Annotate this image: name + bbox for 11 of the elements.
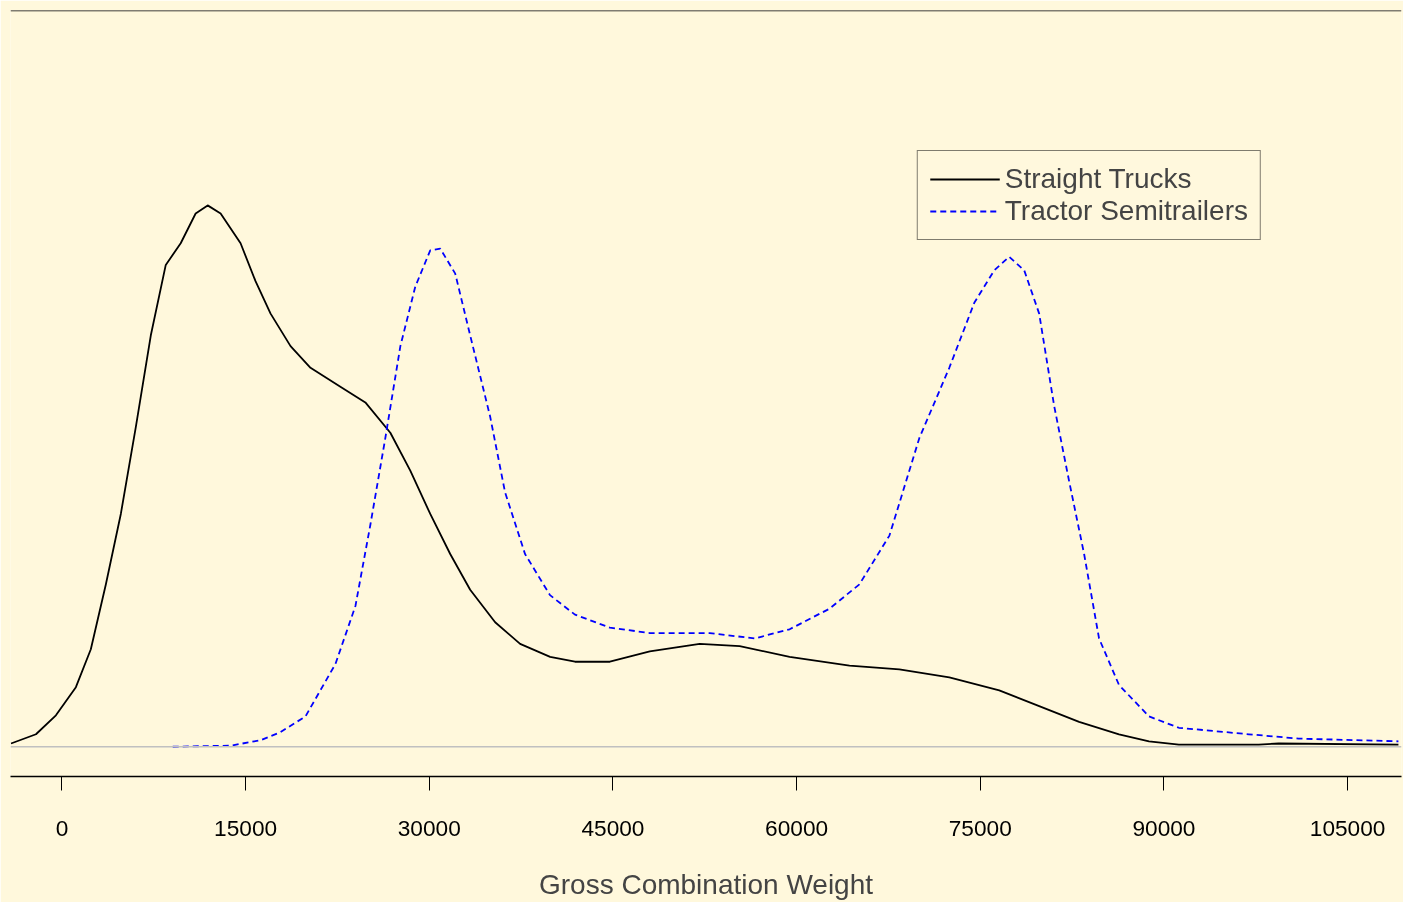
- x-tick-label: 45000: [581, 814, 645, 841]
- x-tick-label: 90000: [1132, 814, 1196, 841]
- x-tick-label: 15000: [214, 814, 278, 841]
- x-tick-label: 60000: [765, 814, 829, 841]
- x-tick-label: 0: [55, 814, 69, 841]
- x-tick-label: 30000: [397, 814, 461, 841]
- x-tick-label: 75000: [948, 814, 1012, 841]
- x-axis-title: Gross Combination Weight: [538, 868, 874, 900]
- legend-label: Tractor Semitrailers: [1004, 195, 1248, 227]
- legend-label: Straight Trucks: [1004, 163, 1192, 195]
- x-tick-label: 105000: [1309, 814, 1386, 841]
